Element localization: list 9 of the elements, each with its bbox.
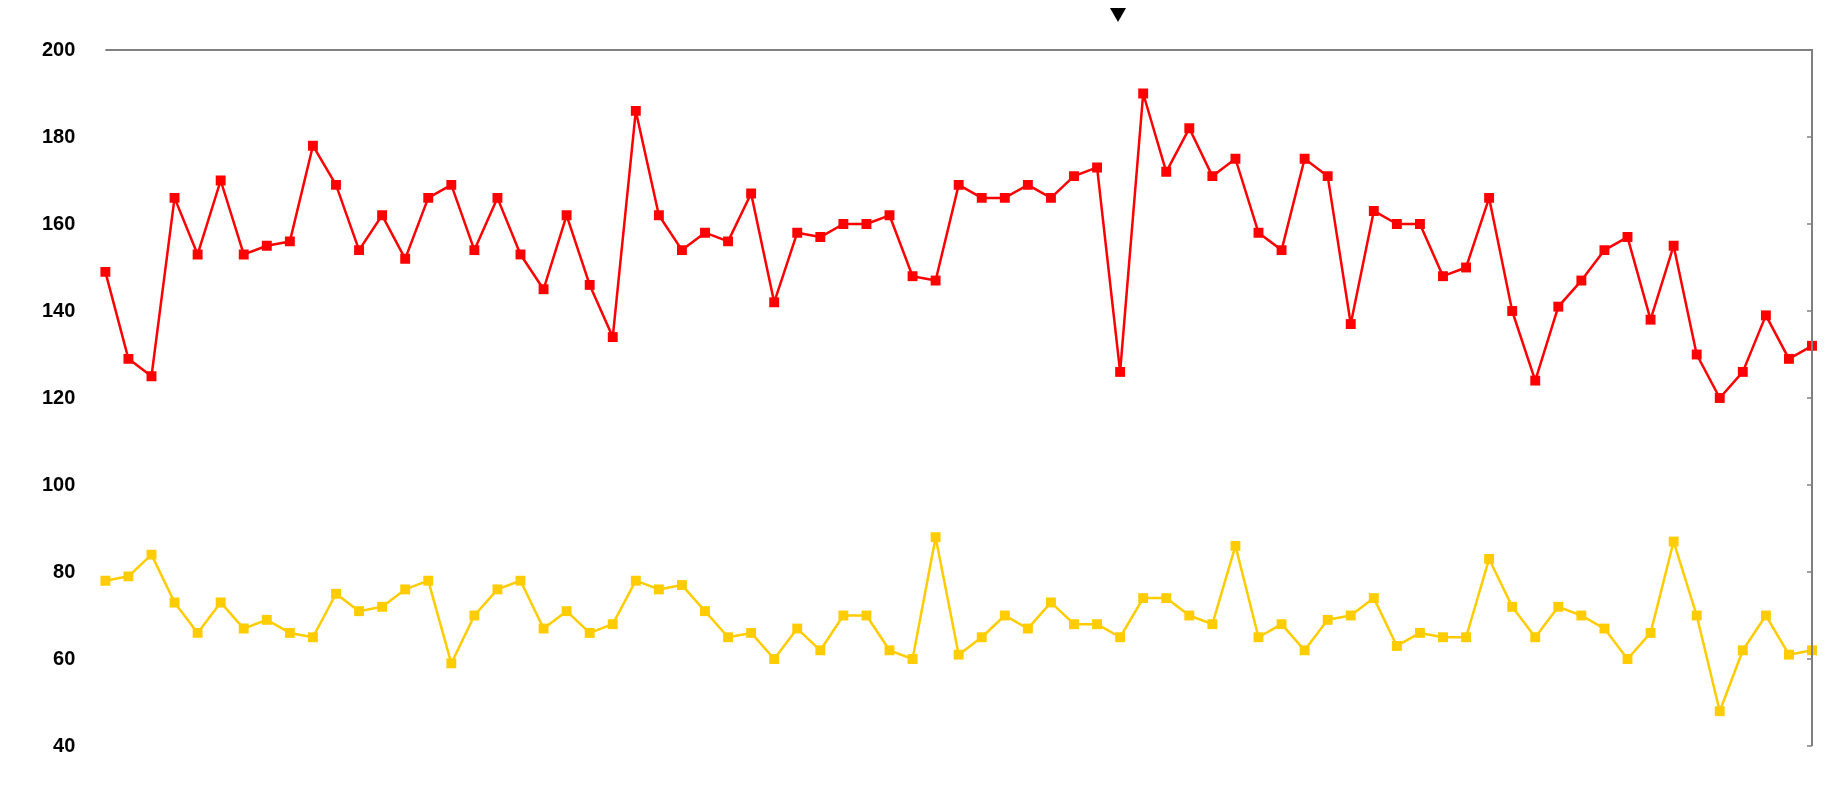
y-tick-label: 180 xyxy=(41,124,76,147)
y-tick-label: 60 xyxy=(53,646,76,669)
y-tick-label: 160 xyxy=(41,211,76,234)
y-tick-label: 140 xyxy=(41,298,76,321)
y-tick-label: 100 xyxy=(41,472,76,495)
y-tick-label: 200 xyxy=(41,37,76,60)
y-tick-label: 80 xyxy=(53,559,76,582)
y-tick-label: 120 xyxy=(41,385,76,408)
y-tick-label: 40 xyxy=(53,733,76,756)
